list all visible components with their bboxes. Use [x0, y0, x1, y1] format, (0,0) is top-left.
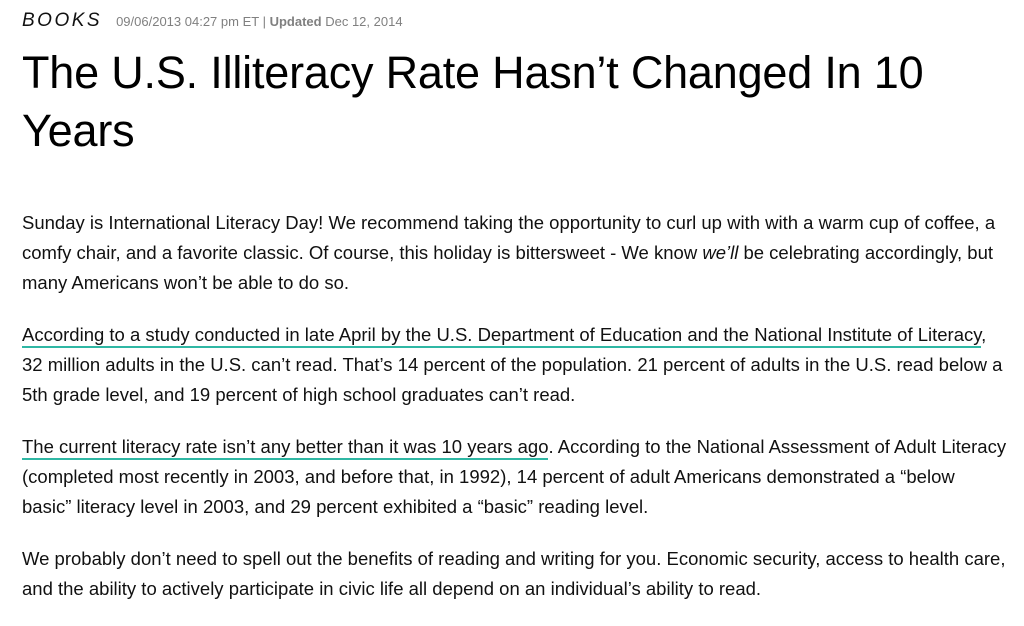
paragraph-3-text: . According to the National Assessment o… — [22, 436, 1007, 517]
literacy-rate-link[interactable]: The current literacy rate isn’t any bett… — [22, 436, 549, 460]
paragraph-1: Sunday is International Literacy Day! We… — [22, 208, 1007, 298]
meta-separator: | — [262, 14, 266, 29]
published-date: 09/06/2013 04:27 pm ET — [116, 14, 259, 29]
paragraph-1-text-b: be celebrating accordingly, but many Ame… — [22, 242, 994, 293]
section-link-books[interactable]: BOOKS — [22, 10, 103, 31]
article-headline: The U.S. Illiteracy Rate Hasn’t Changed … — [22, 47, 924, 156]
paragraph-2-text: , 32 million adults in the U.S. can’t re… — [22, 324, 1003, 405]
paragraph-1-text-a: Sunday is International Literacy Day! We… — [22, 212, 996, 263]
article-timestamps: 09/06/2013 04:27 pm ET | Updated Dec 12,… — [116, 14, 402, 29]
updated-date: Dec 12, 2014 — [325, 14, 403, 29]
paragraph-3: The current literacy rate isn’t any bett… — [22, 432, 1007, 522]
article-body: Sunday is International Literacy Day! We… — [22, 208, 1007, 626]
paragraph-1-emphasis: we’ll — [702, 242, 739, 263]
paragraph-2: According to a study conducted in late A… — [22, 320, 1007, 410]
paragraph-4: We probably don’t need to spell out the … — [22, 548, 1006, 599]
updated-label: Updated — [269, 14, 322, 29]
article-meta-bar: BOOKS 09/06/2013 04:27 pm ET | Updated D… — [22, 10, 403, 32]
study-link[interactable]: According to a study conducted in late A… — [22, 324, 982, 348]
